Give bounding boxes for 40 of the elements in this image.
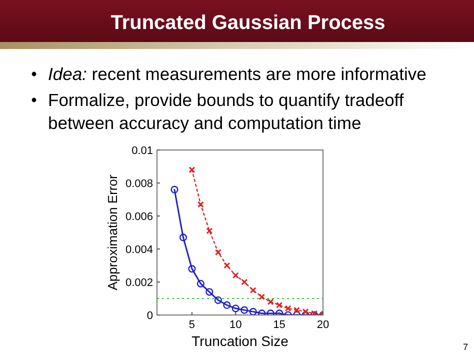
- y-tick-label: 0.01: [132, 144, 153, 157]
- y-tick-label: 0.008: [125, 178, 153, 190]
- point: [294, 306, 300, 314]
- point: [196, 280, 204, 288]
- point: [223, 301, 231, 309]
- point: [241, 278, 248, 286]
- y-tick-label: 0.006: [125, 210, 153, 223]
- point: [206, 288, 214, 296]
- chart-title: Truncated Gaussian Process: [110, 12, 386, 34]
- y-tick-label: 0.002: [125, 276, 153, 289]
- point: [170, 186, 178, 194]
- point: [232, 304, 240, 312]
- point: [206, 228, 213, 234]
- point: [240, 306, 248, 314]
- x-tick-label: 5: [188, 319, 196, 331]
- x-tick-label: 20: [316, 319, 330, 331]
- point: [214, 249, 222, 256]
- y-axis-title: Approximation Error: [105, 174, 120, 290]
- point: [284, 305, 292, 312]
- point: [179, 234, 188, 242]
- text: 7: [462, 342, 468, 352]
- point: [197, 201, 204, 208]
- point: [188, 265, 196, 273]
- x-tick-label: 15: [273, 319, 286, 331]
- point: [276, 302, 283, 308]
- point: [249, 308, 257, 315]
- point: [258, 294, 266, 300]
- point: [224, 262, 230, 269]
- y-tick-label: 0.004: [125, 244, 153, 256]
- point: [232, 272, 239, 279]
- point: [267, 298, 274, 306]
- point: [302, 308, 309, 315]
- y-tick-label: 0: [146, 310, 153, 322]
- point: [188, 166, 196, 174]
- x-axis-title: Truncation Size: [192, 333, 289, 349]
- point: [214, 296, 222, 304]
- text: Idea: recent measurements are more informative: [48, 64, 426, 84]
- text: Formalize, provide bounds to quantify tradeoff between accuracy and computation time: [48, 90, 404, 133]
- point: [250, 287, 256, 294]
- x-tick-label: 10: [230, 319, 242, 331]
